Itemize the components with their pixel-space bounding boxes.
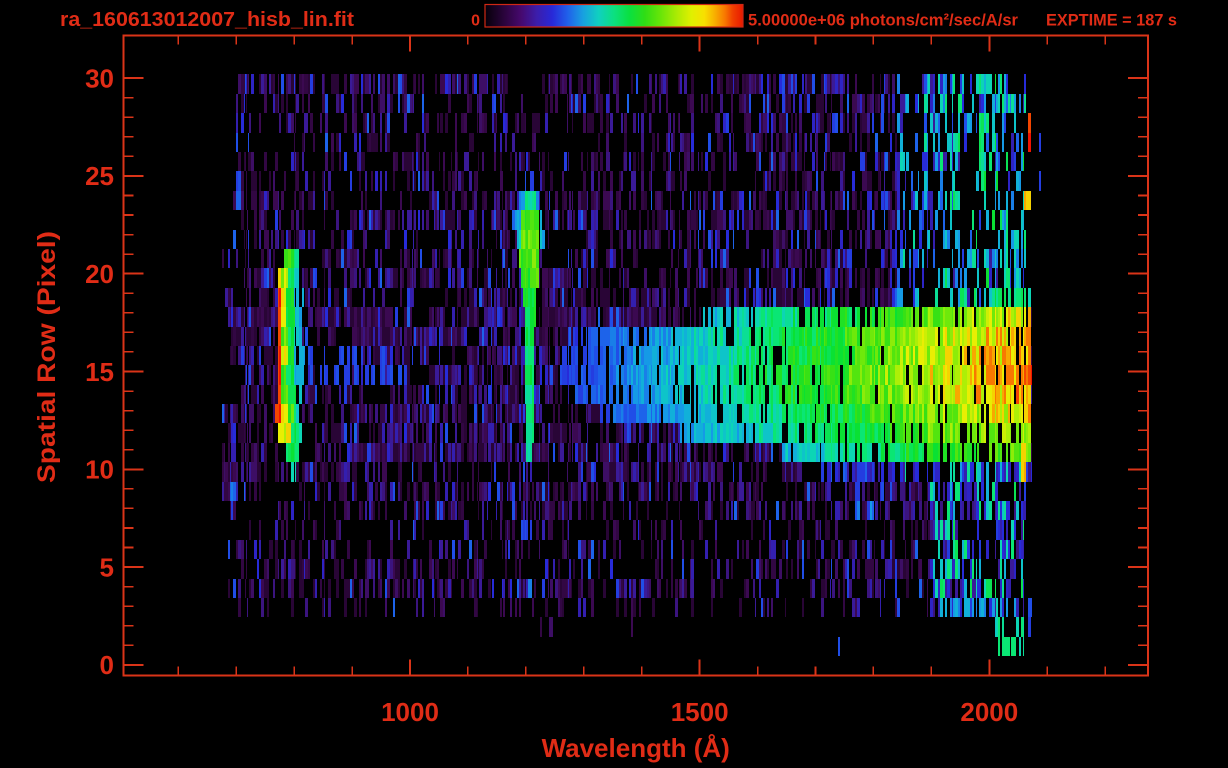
svg-text:2000: 2000 — [960, 697, 1018, 727]
svg-text:5.00000e+06 photons/cm²/sec/A/: 5.00000e+06 photons/cm²/sec/A/sr — [748, 11, 1018, 30]
svg-text:30: 30 — [85, 63, 114, 93]
svg-text:5: 5 — [100, 552, 114, 582]
svg-text:1000: 1000 — [381, 697, 439, 727]
svg-text:EXPTIME = 187 s: EXPTIME = 187 s — [1046, 11, 1177, 30]
svg-text:0: 0 — [471, 13, 480, 30]
svg-text:Spatial Row (Pixel): Spatial Row (Pixel) — [33, 231, 61, 483]
svg-text:10: 10 — [85, 455, 114, 485]
svg-text:0: 0 — [100, 650, 114, 680]
svg-text:1500: 1500 — [671, 697, 729, 727]
svg-text:ra_160613012007_hisb_lin.fit: ra_160613012007_hisb_lin.fit — [60, 9, 354, 31]
svg-text:20: 20 — [85, 259, 114, 289]
svg-text:25: 25 — [85, 161, 114, 191]
svg-text:Wavelength (Å): Wavelength (Å) — [542, 733, 730, 763]
svg-text:15: 15 — [85, 357, 114, 387]
